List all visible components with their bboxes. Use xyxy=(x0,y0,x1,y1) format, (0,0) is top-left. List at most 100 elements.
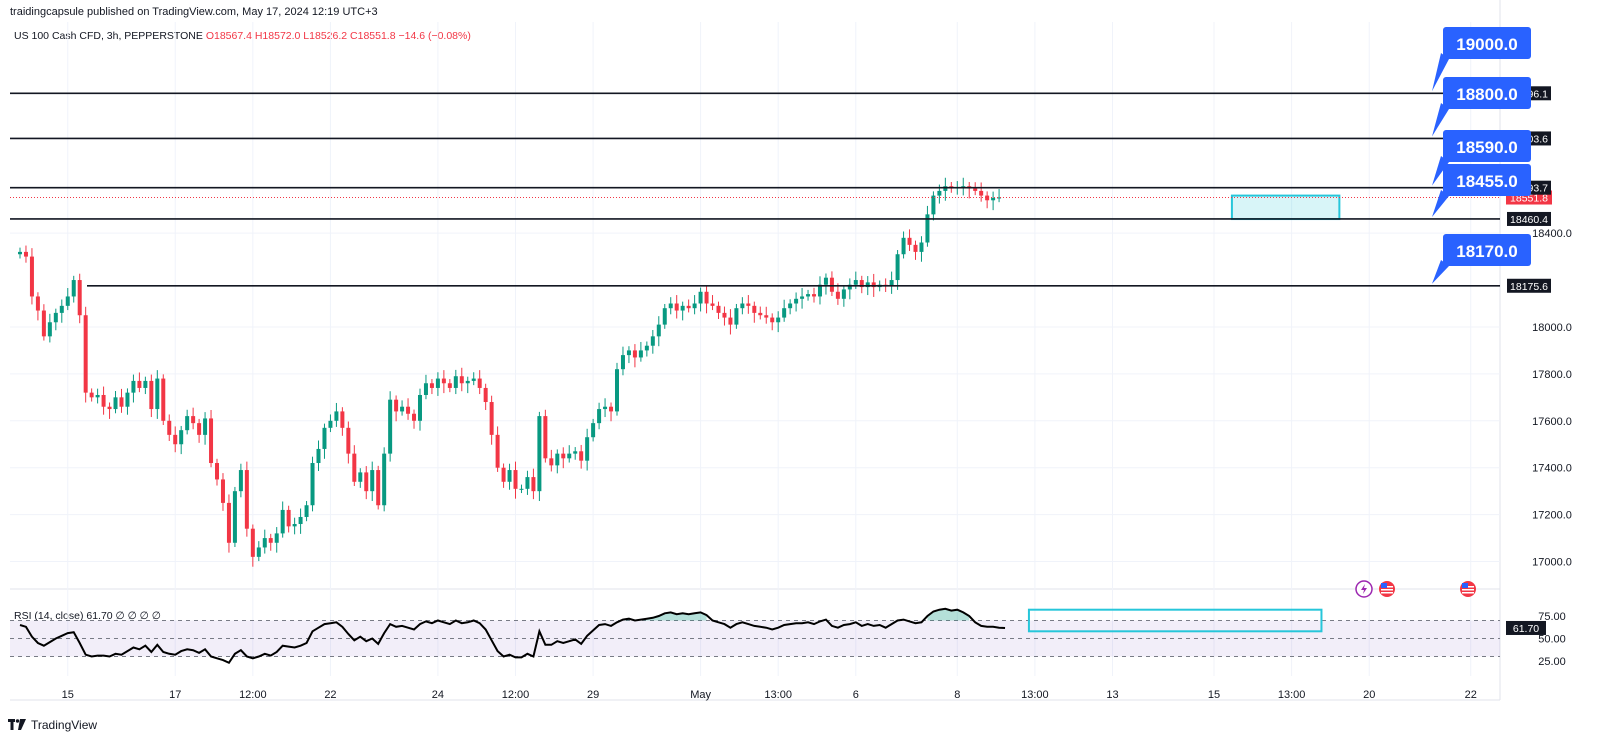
candle-body xyxy=(382,453,387,506)
candle-body xyxy=(973,188,978,191)
candle-body xyxy=(543,416,548,459)
event-icons[interactable] xyxy=(1355,580,1476,598)
x-tick-label: 20 xyxy=(1363,689,1375,701)
candle xyxy=(782,299,787,322)
candle-body xyxy=(292,524,297,527)
us-flag-icon[interactable] xyxy=(1379,581,1395,597)
highlight-zones xyxy=(1230,194,1341,221)
candle-body xyxy=(686,305,691,309)
level-line-group[interactable]: 18460.4 18455.0 xyxy=(10,164,1551,226)
candle-body xyxy=(740,303,745,309)
candle-body xyxy=(794,298,799,304)
candle-body xyxy=(173,434,178,445)
candle-body xyxy=(991,197,996,201)
candle xyxy=(334,402,339,427)
candle xyxy=(364,466,369,500)
candle-body xyxy=(495,434,500,468)
x-tick-label: 22 xyxy=(1465,689,1477,701)
candle xyxy=(465,376,470,394)
candle xyxy=(429,379,434,395)
candle xyxy=(501,463,506,488)
callout-box xyxy=(1443,130,1531,162)
candle xyxy=(412,409,417,429)
candle-body xyxy=(985,195,990,201)
candle-body xyxy=(71,280,76,297)
level-line-group[interactable]: 18175.6 18170.0 xyxy=(87,234,1551,293)
level-line-group[interactable]: 18996.119000.0 xyxy=(10,27,1551,101)
us-flag-icon[interactable] xyxy=(1460,581,1476,597)
candle-body xyxy=(453,376,458,388)
candle xyxy=(597,402,602,430)
callout-box xyxy=(1443,234,1531,266)
callout-label: 19000.0 xyxy=(1456,35,1517,54)
candle xyxy=(716,301,721,319)
callout-label: 18455.0 xyxy=(1456,172,1517,191)
candle xyxy=(662,303,667,329)
candle xyxy=(107,402,112,419)
callout-label: 18800.0 xyxy=(1456,85,1517,104)
candle-body xyxy=(752,305,757,313)
candle xyxy=(256,541,261,562)
candle-body xyxy=(262,538,267,548)
candle-body xyxy=(579,451,584,461)
candle-body xyxy=(644,345,649,351)
candle xyxy=(173,426,178,453)
candle-body xyxy=(226,502,231,543)
candle xyxy=(638,341,643,362)
candle xyxy=(674,295,679,319)
level-line-group[interactable]: 18593.718590.0 xyxy=(10,130,1551,195)
candle-body xyxy=(835,291,840,299)
candle-body xyxy=(256,547,261,557)
candle-body xyxy=(847,284,852,290)
x-tick-label: 24 xyxy=(432,689,444,701)
symbol-legend[interactable]: US 100 Cash CFD, 3h, PEPPERSTONE O18567.… xyxy=(14,30,471,42)
candle xyxy=(794,292,799,312)
candle xyxy=(961,177,966,196)
support-resistance-levels[interactable]: 18551.818996.119000.018803.618800.018593… xyxy=(10,27,1552,293)
candle-body xyxy=(997,197,1002,199)
candle-body xyxy=(626,350,631,356)
callout-pointer xyxy=(1432,260,1449,284)
candle xyxy=(722,306,727,326)
candle-body xyxy=(901,237,906,255)
candle xyxy=(358,468,363,488)
candle-body xyxy=(435,378,440,388)
candle xyxy=(191,407,196,430)
candle-body xyxy=(620,355,625,370)
candle-body xyxy=(865,282,870,288)
candle xyxy=(453,369,458,395)
y-tick-label: 17400.0 xyxy=(1532,463,1572,475)
rsi-line xyxy=(19,607,1006,665)
candle xyxy=(53,308,58,331)
candle-body xyxy=(501,467,506,482)
callout-box xyxy=(1443,27,1531,59)
tradingview-logo-icon xyxy=(8,719,26,730)
x-tick-label: 13:00 xyxy=(1278,689,1306,701)
candle-body xyxy=(674,303,679,311)
candle xyxy=(352,445,357,487)
candle xyxy=(573,447,578,460)
candle-body xyxy=(35,296,40,311)
candle xyxy=(322,423,327,459)
rsi-legend[interactable]: RSI (14, close) 61.70 ∅ ∅ ∅ ∅ xyxy=(14,610,161,622)
callout-pointer xyxy=(1432,53,1449,92)
candle-body xyxy=(352,453,357,482)
level-price-label: 18460.4 xyxy=(1510,214,1548,226)
candle xyxy=(603,398,608,418)
candle-body xyxy=(429,383,434,388)
candle-body xyxy=(358,472,363,482)
level-line-group[interactable]: 18803.618800.0 xyxy=(10,77,1551,146)
candle xyxy=(609,402,614,422)
candle xyxy=(680,301,685,321)
candle-body xyxy=(806,294,811,297)
candle-body xyxy=(304,505,309,517)
candle-body xyxy=(943,186,948,191)
lightning-icon[interactable] xyxy=(1355,580,1373,598)
candle xyxy=(41,304,46,341)
tradingview-brand[interactable]: TradingView xyxy=(8,718,97,732)
candle xyxy=(47,313,52,343)
brand-label: TradingView xyxy=(31,718,98,732)
candle-body xyxy=(143,380,148,388)
candle xyxy=(901,231,906,259)
